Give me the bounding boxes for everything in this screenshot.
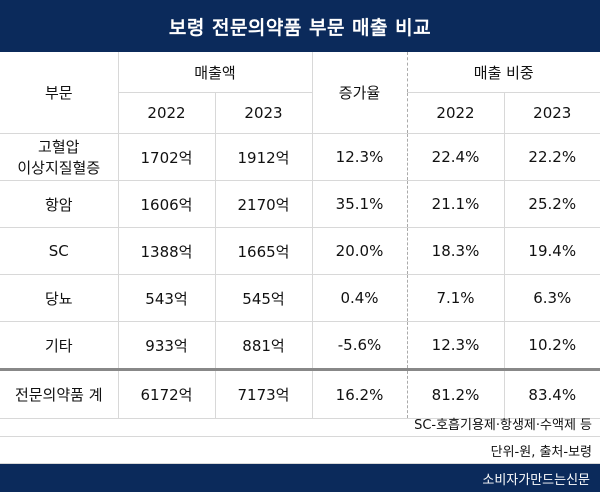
header-share-2022: 2022 [407, 92, 505, 134]
cell-sales-2023: 2170억 [215, 180, 313, 228]
header-row-years: 2022 2023 2022 2023 [0, 92, 600, 134]
cell-sales-2023: 1665억 [215, 227, 313, 275]
cell-growth: 35.1% [312, 180, 408, 228]
cell-sales-2022: 933억 [118, 321, 216, 370]
table-title: 보령 전문의약품 부문 매출 비교 [0, 0, 600, 52]
cell-share-2022: 12.3% [407, 321, 505, 370]
cell-growth: -5.6% [312, 321, 408, 370]
dept-line1: 고혈압 [38, 138, 80, 156]
cell-share-2023: 19.4% [504, 227, 600, 275]
dept-line2: 이상지질혈증 [17, 159, 101, 177]
cell-sales-2022: 1388억 [118, 227, 216, 275]
cell-share-2023: 22.2% [504, 133, 600, 181]
row-dept: 기타 [0, 321, 119, 370]
total-share-2022: 81.2% [407, 368, 505, 419]
cell-share-2022: 7.1% [407, 274, 505, 322]
table-row: SC 1388억 1665억 20.0% 18.3% 19.4% [0, 227, 600, 275]
total-share-2023: 83.4% [504, 368, 600, 419]
cell-growth: 0.4% [312, 274, 408, 322]
cell-share-2023: 6.3% [504, 274, 600, 322]
header-row-top: 부문 매출액 증가율 매출 비중 [0, 52, 600, 134]
cell-growth: 20.0% [312, 227, 408, 275]
cell-growth: 12.3% [312, 133, 408, 181]
row-dept: 당뇨 [0, 274, 119, 322]
cell-sales-2022: 1606억 [118, 180, 216, 228]
sales-table: 부문 매출액 증가율 매출 비중 2022 2023 2022 2023 고혈압… [0, 52, 600, 419]
total-sales-2023: 7173억 [215, 368, 313, 419]
cell-sales-2023: 1912억 [215, 133, 313, 181]
cell-sales-2023: 881억 [215, 321, 313, 370]
header-sales-2023: 2023 [215, 92, 313, 134]
row-dept: 항암 [0, 180, 119, 228]
publisher-footer: 소비자가만드는신문 [0, 464, 600, 492]
header-sales-2022: 2022 [118, 92, 216, 134]
cell-share-2022: 21.1% [407, 180, 505, 228]
cell-share-2023: 25.2% [504, 180, 600, 228]
cell-sales-2022: 1702억 [118, 133, 216, 181]
unit-source-note: 단위-원, 출처-보령 [0, 437, 600, 464]
total-dept: 전문의약품 계 [0, 368, 119, 419]
table-row: 당뇨 543억 545억 0.4% 7.1% 6.3% [0, 274, 600, 322]
header-share-2023: 2023 [504, 92, 600, 134]
total-sales-2022: 6172억 [118, 368, 216, 419]
header-growth: 증가율 [312, 52, 408, 134]
total-row: 전문의약품 계 6172억 7173억 16.2% 81.2% 83.4% [0, 368, 600, 419]
cell-share-2022: 22.4% [407, 133, 505, 181]
row-dept: SC [0, 227, 119, 275]
cell-sales-2022: 543억 [118, 274, 216, 322]
cell-sales-2023: 545억 [215, 274, 313, 322]
cell-share-2022: 18.3% [407, 227, 505, 275]
sc-footnote: SC-호흡기용제·항생제·수액제 등 [0, 411, 600, 437]
table-row: 항암 1606억 2170억 35.1% 21.1% 25.2% [0, 180, 600, 228]
cell-share-2023: 10.2% [504, 321, 600, 370]
header-sales-group: 매출액 [118, 52, 313, 93]
total-growth: 16.2% [312, 368, 408, 419]
header-share-group: 매출 비중 [407, 52, 600, 93]
table-row: 기타 933억 881억 -5.6% 12.3% 10.2% [0, 321, 600, 370]
header-dept: 부문 [0, 52, 119, 134]
